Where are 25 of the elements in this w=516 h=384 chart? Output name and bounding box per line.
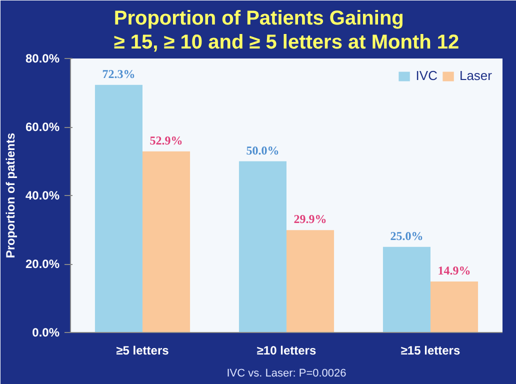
legend-label: Laser xyxy=(459,68,492,83)
bar xyxy=(430,281,478,332)
x-tick-label: ≥10 letters xyxy=(256,344,316,358)
text: 52.9% xyxy=(150,133,183,148)
y-tick-label: 40.0% xyxy=(25,188,60,202)
text: 25.0% xyxy=(390,228,424,243)
bar xyxy=(286,230,334,332)
x-tick-label: ≥5 letters xyxy=(116,344,170,358)
text: 14.9% xyxy=(438,263,471,278)
text: 72.3% xyxy=(102,66,136,81)
chart-title: Proportion of Patients Gaining ≥ 15, ≥ 10 and ≥ 5 letters at Month 12 xyxy=(114,7,460,54)
text: IVC vs. Laser: P=0.0026 xyxy=(226,368,346,380)
bar xyxy=(94,84,142,332)
legend-label: IVC xyxy=(416,68,438,83)
bar xyxy=(238,161,286,332)
bar xyxy=(142,151,190,332)
y-tick-label: 0.0% xyxy=(32,326,60,340)
y-tick-label: 60.0% xyxy=(25,120,60,134)
text: 29.9% xyxy=(294,212,327,226)
x-tick-label: ≥15 letters xyxy=(400,344,460,358)
text: 50.0% xyxy=(246,143,280,158)
y-tick-label: 20.0% xyxy=(25,257,60,271)
bar xyxy=(382,246,430,332)
y-axis-title: Proportion of patients xyxy=(3,132,18,258)
y-tick-label: 80.0% xyxy=(25,52,60,66)
